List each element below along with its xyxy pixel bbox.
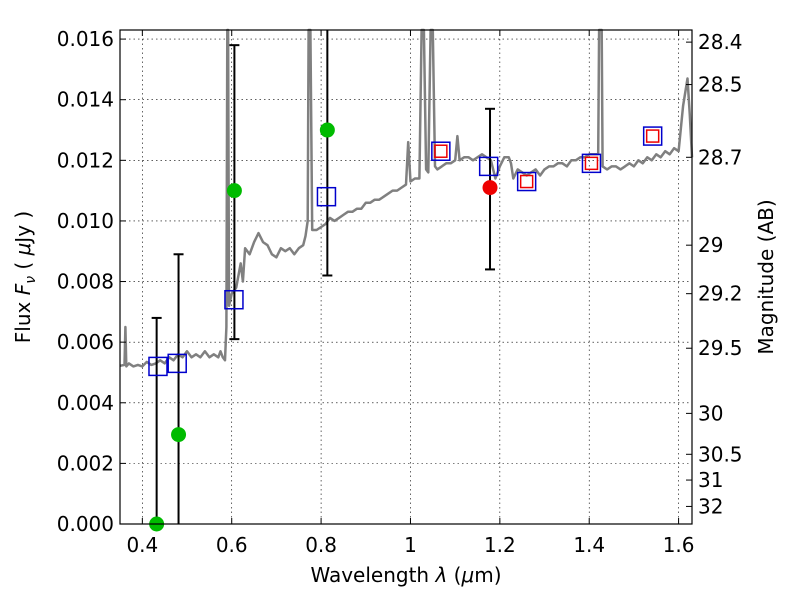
magnitude-tick-label: 28.4 [698,30,743,54]
grid-lines [120,30,692,525]
y-tick-label: 0.006 [57,330,114,354]
x-tick-label: 0.8 [305,533,337,557]
y-tick-label: 0.010 [57,209,114,233]
x-tick-label: 1.4 [573,533,605,557]
y-tick-label: 0.012 [57,148,114,172]
observed-square [434,144,448,158]
model-square [516,171,537,192]
x-axis-label: Wavelength λ (μm) [310,563,501,587]
model-square [581,153,602,174]
magnitude-tick-label: 31 [698,468,723,492]
spectrum-line [119,28,694,368]
model-square [478,156,499,177]
y-tick-label: 0.004 [57,391,114,415]
x-tick-label: 1 [404,533,417,557]
flux-point [226,183,242,199]
y-axis-label-left: Flux Fν ( μJy ) [11,211,39,343]
model-square [642,126,663,146]
magnitude-tick-label: 29.2 [698,282,743,306]
flux-point [171,427,187,443]
plot-frame [119,29,693,525]
flux-point [319,122,335,138]
y-tick-label: 0.014 [57,88,114,112]
magnitude-tick-label: 28.5 [698,73,743,97]
axis-ticks: 0.4 0.6 0.8 1 1.2 1.4 1.6 0.000 0.002 0.004 0.006 0… [57,27,743,557]
model-square [431,141,451,161]
magnitude-tick-label: 29.5 [698,336,743,360]
observed-square [519,174,534,189]
flux-point [482,180,498,196]
magnitude-tick-label: 30.5 [698,442,743,466]
x-tick-label: 0.4 [126,533,158,557]
magnitude-tick-label: 29 [698,233,723,257]
magnitude-tick-label: 28.7 [698,145,743,169]
magnitude-tick-label: 30 [698,401,723,425]
x-tick-label: 1.2 [484,533,516,557]
y-tick-label: 0.000 [57,512,114,536]
magnitude-tick-label: 32 [698,494,723,518]
error-bar-layer [151,30,496,524]
y-axis-label-right: Magnitude (AB) [754,199,778,354]
y-tick-label: 0.008 [57,270,114,294]
y-tick-label: 0.002 [57,451,114,475]
x-tick-label: 1.6 [663,533,695,557]
spectrum-line-layer [119,28,694,368]
x-tick-label: 0.6 [216,533,248,557]
model-square [316,186,337,207]
observed-square [645,129,660,143]
model-square [224,289,244,310]
y-tick-label: 0.016 [57,27,114,51]
model-square [167,353,187,374]
observed-square [584,156,599,171]
model-square [148,356,168,377]
